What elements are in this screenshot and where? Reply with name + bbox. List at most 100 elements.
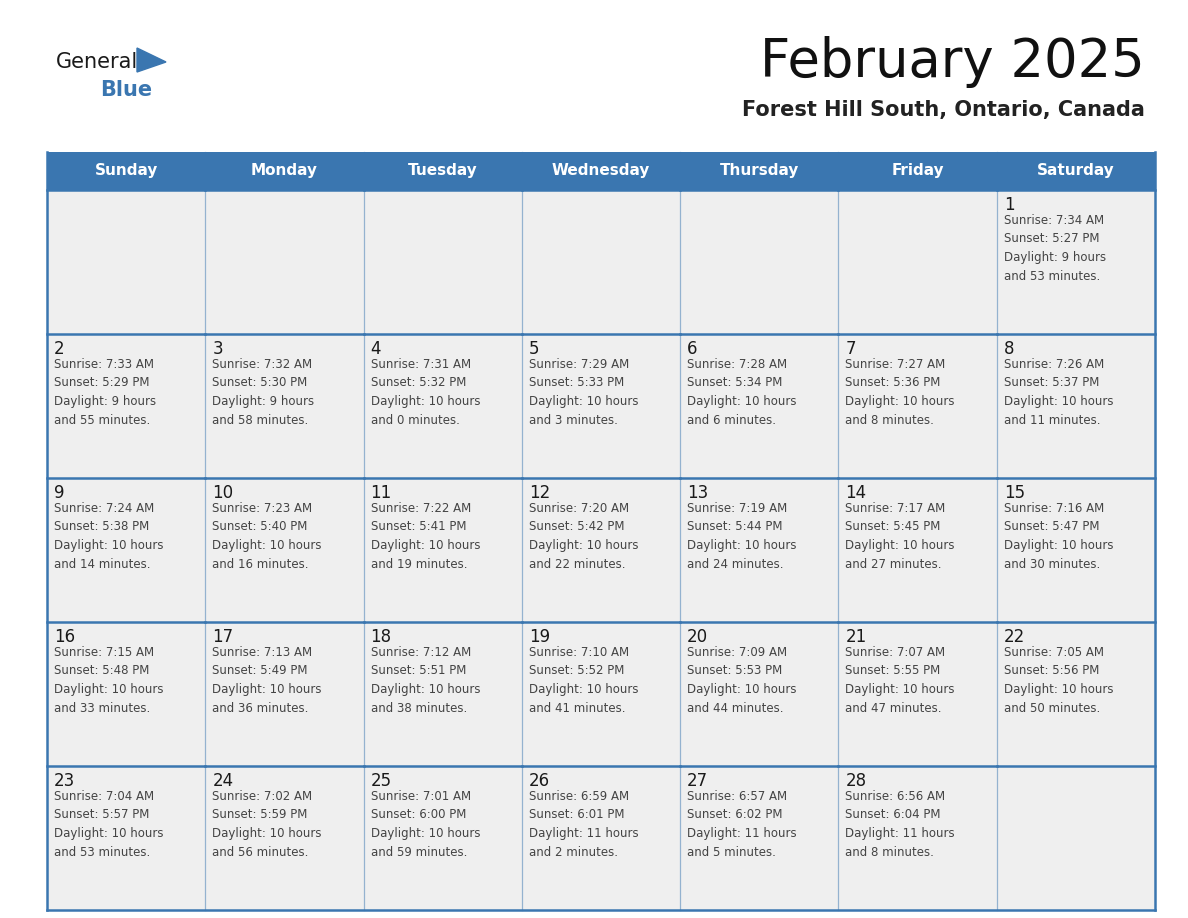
Text: 4: 4 bbox=[371, 340, 381, 358]
Text: 12: 12 bbox=[529, 484, 550, 502]
Text: Sunday: Sunday bbox=[95, 163, 158, 178]
Text: Wednesday: Wednesday bbox=[551, 163, 650, 178]
Text: 15: 15 bbox=[1004, 484, 1025, 502]
Text: 21: 21 bbox=[846, 628, 867, 646]
Bar bbox=[48, 766, 206, 910]
Text: 27: 27 bbox=[687, 772, 708, 790]
Text: Sunrise: 7:12 AM
Sunset: 5:51 PM
Daylight: 10 hours
and 38 minutes.: Sunrise: 7:12 AM Sunset: 5:51 PM Dayligh… bbox=[371, 646, 480, 714]
Text: 26: 26 bbox=[529, 772, 550, 790]
Bar bbox=[364, 334, 522, 478]
Bar bbox=[48, 478, 206, 622]
Text: Sunrise: 7:05 AM
Sunset: 5:56 PM
Daylight: 10 hours
and 50 minutes.: Sunrise: 7:05 AM Sunset: 5:56 PM Dayligh… bbox=[1004, 646, 1113, 714]
Text: Sunrise: 7:24 AM
Sunset: 5:38 PM
Daylight: 10 hours
and 14 minutes.: Sunrise: 7:24 AM Sunset: 5:38 PM Dayligh… bbox=[53, 502, 164, 570]
Bar bbox=[206, 334, 364, 478]
Bar bbox=[997, 766, 1155, 910]
Bar bbox=[522, 152, 681, 190]
Bar bbox=[839, 766, 997, 910]
Text: Sunrise: 7:04 AM
Sunset: 5:57 PM
Daylight: 10 hours
and 53 minutes.: Sunrise: 7:04 AM Sunset: 5:57 PM Dayligh… bbox=[53, 790, 164, 858]
Text: 19: 19 bbox=[529, 628, 550, 646]
Text: General: General bbox=[56, 52, 138, 72]
Text: Sunrise: 7:10 AM
Sunset: 5:52 PM
Daylight: 10 hours
and 41 minutes.: Sunrise: 7:10 AM Sunset: 5:52 PM Dayligh… bbox=[529, 646, 638, 714]
Bar bbox=[839, 190, 997, 334]
Bar bbox=[522, 622, 681, 766]
Text: Sunrise: 7:33 AM
Sunset: 5:29 PM
Daylight: 9 hours
and 55 minutes.: Sunrise: 7:33 AM Sunset: 5:29 PM Dayligh… bbox=[53, 358, 156, 427]
Text: Sunrise: 7:29 AM
Sunset: 5:33 PM
Daylight: 10 hours
and 3 minutes.: Sunrise: 7:29 AM Sunset: 5:33 PM Dayligh… bbox=[529, 358, 638, 427]
Bar bbox=[681, 766, 839, 910]
Text: February 2025: February 2025 bbox=[760, 36, 1145, 88]
Text: Sunrise: 7:34 AM
Sunset: 5:27 PM
Daylight: 9 hours
and 53 minutes.: Sunrise: 7:34 AM Sunset: 5:27 PM Dayligh… bbox=[1004, 214, 1106, 283]
Text: Sunrise: 7:28 AM
Sunset: 5:34 PM
Daylight: 10 hours
and 6 minutes.: Sunrise: 7:28 AM Sunset: 5:34 PM Dayligh… bbox=[687, 358, 797, 427]
Bar bbox=[681, 622, 839, 766]
Text: 18: 18 bbox=[371, 628, 392, 646]
Text: 1: 1 bbox=[1004, 196, 1015, 214]
Bar bbox=[48, 152, 206, 190]
Text: Sunrise: 7:01 AM
Sunset: 6:00 PM
Daylight: 10 hours
and 59 minutes.: Sunrise: 7:01 AM Sunset: 6:00 PM Dayligh… bbox=[371, 790, 480, 858]
Text: Sunrise: 7:23 AM
Sunset: 5:40 PM
Daylight: 10 hours
and 16 minutes.: Sunrise: 7:23 AM Sunset: 5:40 PM Dayligh… bbox=[213, 502, 322, 570]
Text: 16: 16 bbox=[53, 628, 75, 646]
Text: 8: 8 bbox=[1004, 340, 1015, 358]
Bar bbox=[522, 478, 681, 622]
Bar bbox=[206, 766, 364, 910]
Polygon shape bbox=[137, 48, 166, 72]
Text: 25: 25 bbox=[371, 772, 392, 790]
Text: Sunrise: 6:56 AM
Sunset: 6:04 PM
Daylight: 11 hours
and 8 minutes.: Sunrise: 6:56 AM Sunset: 6:04 PM Dayligh… bbox=[846, 790, 955, 858]
Bar bbox=[839, 478, 997, 622]
Bar bbox=[364, 152, 522, 190]
Text: Sunrise: 6:59 AM
Sunset: 6:01 PM
Daylight: 11 hours
and 2 minutes.: Sunrise: 6:59 AM Sunset: 6:01 PM Dayligh… bbox=[529, 790, 638, 858]
Text: 9: 9 bbox=[53, 484, 64, 502]
Bar bbox=[206, 190, 364, 334]
Text: 23: 23 bbox=[53, 772, 75, 790]
Text: 14: 14 bbox=[846, 484, 866, 502]
Bar bbox=[364, 478, 522, 622]
Bar bbox=[839, 152, 997, 190]
Bar bbox=[206, 622, 364, 766]
Bar bbox=[522, 190, 681, 334]
Text: Saturday: Saturday bbox=[1037, 163, 1114, 178]
Bar bbox=[48, 334, 206, 478]
Bar bbox=[522, 334, 681, 478]
Bar bbox=[681, 334, 839, 478]
Bar bbox=[206, 152, 364, 190]
Text: Blue: Blue bbox=[100, 80, 152, 100]
Text: 17: 17 bbox=[213, 628, 233, 646]
Text: Thursday: Thursday bbox=[720, 163, 800, 178]
Text: Sunrise: 7:22 AM
Sunset: 5:41 PM
Daylight: 10 hours
and 19 minutes.: Sunrise: 7:22 AM Sunset: 5:41 PM Dayligh… bbox=[371, 502, 480, 570]
Text: 13: 13 bbox=[687, 484, 708, 502]
Bar bbox=[364, 622, 522, 766]
Text: Sunrise: 7:26 AM
Sunset: 5:37 PM
Daylight: 10 hours
and 11 minutes.: Sunrise: 7:26 AM Sunset: 5:37 PM Dayligh… bbox=[1004, 358, 1113, 427]
Text: Monday: Monday bbox=[251, 163, 318, 178]
Text: Forest Hill South, Ontario, Canada: Forest Hill South, Ontario, Canada bbox=[742, 100, 1145, 120]
Text: 11: 11 bbox=[371, 484, 392, 502]
Text: Sunrise: 7:31 AM
Sunset: 5:32 PM
Daylight: 10 hours
and 0 minutes.: Sunrise: 7:31 AM Sunset: 5:32 PM Dayligh… bbox=[371, 358, 480, 427]
Text: Tuesday: Tuesday bbox=[407, 163, 478, 178]
Bar bbox=[48, 190, 206, 334]
Text: Sunrise: 7:07 AM
Sunset: 5:55 PM
Daylight: 10 hours
and 47 minutes.: Sunrise: 7:07 AM Sunset: 5:55 PM Dayligh… bbox=[846, 646, 955, 714]
Text: Sunrise: 7:16 AM
Sunset: 5:47 PM
Daylight: 10 hours
and 30 minutes.: Sunrise: 7:16 AM Sunset: 5:47 PM Dayligh… bbox=[1004, 502, 1113, 570]
Bar bbox=[997, 622, 1155, 766]
Text: Sunrise: 6:57 AM
Sunset: 6:02 PM
Daylight: 11 hours
and 5 minutes.: Sunrise: 6:57 AM Sunset: 6:02 PM Dayligh… bbox=[687, 790, 797, 858]
Bar bbox=[997, 478, 1155, 622]
Text: 7: 7 bbox=[846, 340, 855, 358]
Bar bbox=[997, 334, 1155, 478]
Text: Sunrise: 7:13 AM
Sunset: 5:49 PM
Daylight: 10 hours
and 36 minutes.: Sunrise: 7:13 AM Sunset: 5:49 PM Dayligh… bbox=[213, 646, 322, 714]
Text: Friday: Friday bbox=[891, 163, 944, 178]
Text: 10: 10 bbox=[213, 484, 233, 502]
Text: 20: 20 bbox=[687, 628, 708, 646]
Text: 5: 5 bbox=[529, 340, 539, 358]
Bar bbox=[839, 334, 997, 478]
Text: 24: 24 bbox=[213, 772, 233, 790]
Bar bbox=[997, 152, 1155, 190]
Text: Sunrise: 7:09 AM
Sunset: 5:53 PM
Daylight: 10 hours
and 44 minutes.: Sunrise: 7:09 AM Sunset: 5:53 PM Dayligh… bbox=[687, 646, 797, 714]
Text: Sunrise: 7:19 AM
Sunset: 5:44 PM
Daylight: 10 hours
and 24 minutes.: Sunrise: 7:19 AM Sunset: 5:44 PM Dayligh… bbox=[687, 502, 797, 570]
Text: 28: 28 bbox=[846, 772, 866, 790]
Bar bbox=[522, 766, 681, 910]
Bar bbox=[364, 190, 522, 334]
Text: 3: 3 bbox=[213, 340, 223, 358]
Bar bbox=[364, 766, 522, 910]
Text: 6: 6 bbox=[687, 340, 697, 358]
Bar bbox=[681, 478, 839, 622]
Text: Sunrise: 7:15 AM
Sunset: 5:48 PM
Daylight: 10 hours
and 33 minutes.: Sunrise: 7:15 AM Sunset: 5:48 PM Dayligh… bbox=[53, 646, 164, 714]
Text: 22: 22 bbox=[1004, 628, 1025, 646]
Text: Sunrise: 7:32 AM
Sunset: 5:30 PM
Daylight: 9 hours
and 58 minutes.: Sunrise: 7:32 AM Sunset: 5:30 PM Dayligh… bbox=[213, 358, 315, 427]
Bar bbox=[206, 478, 364, 622]
